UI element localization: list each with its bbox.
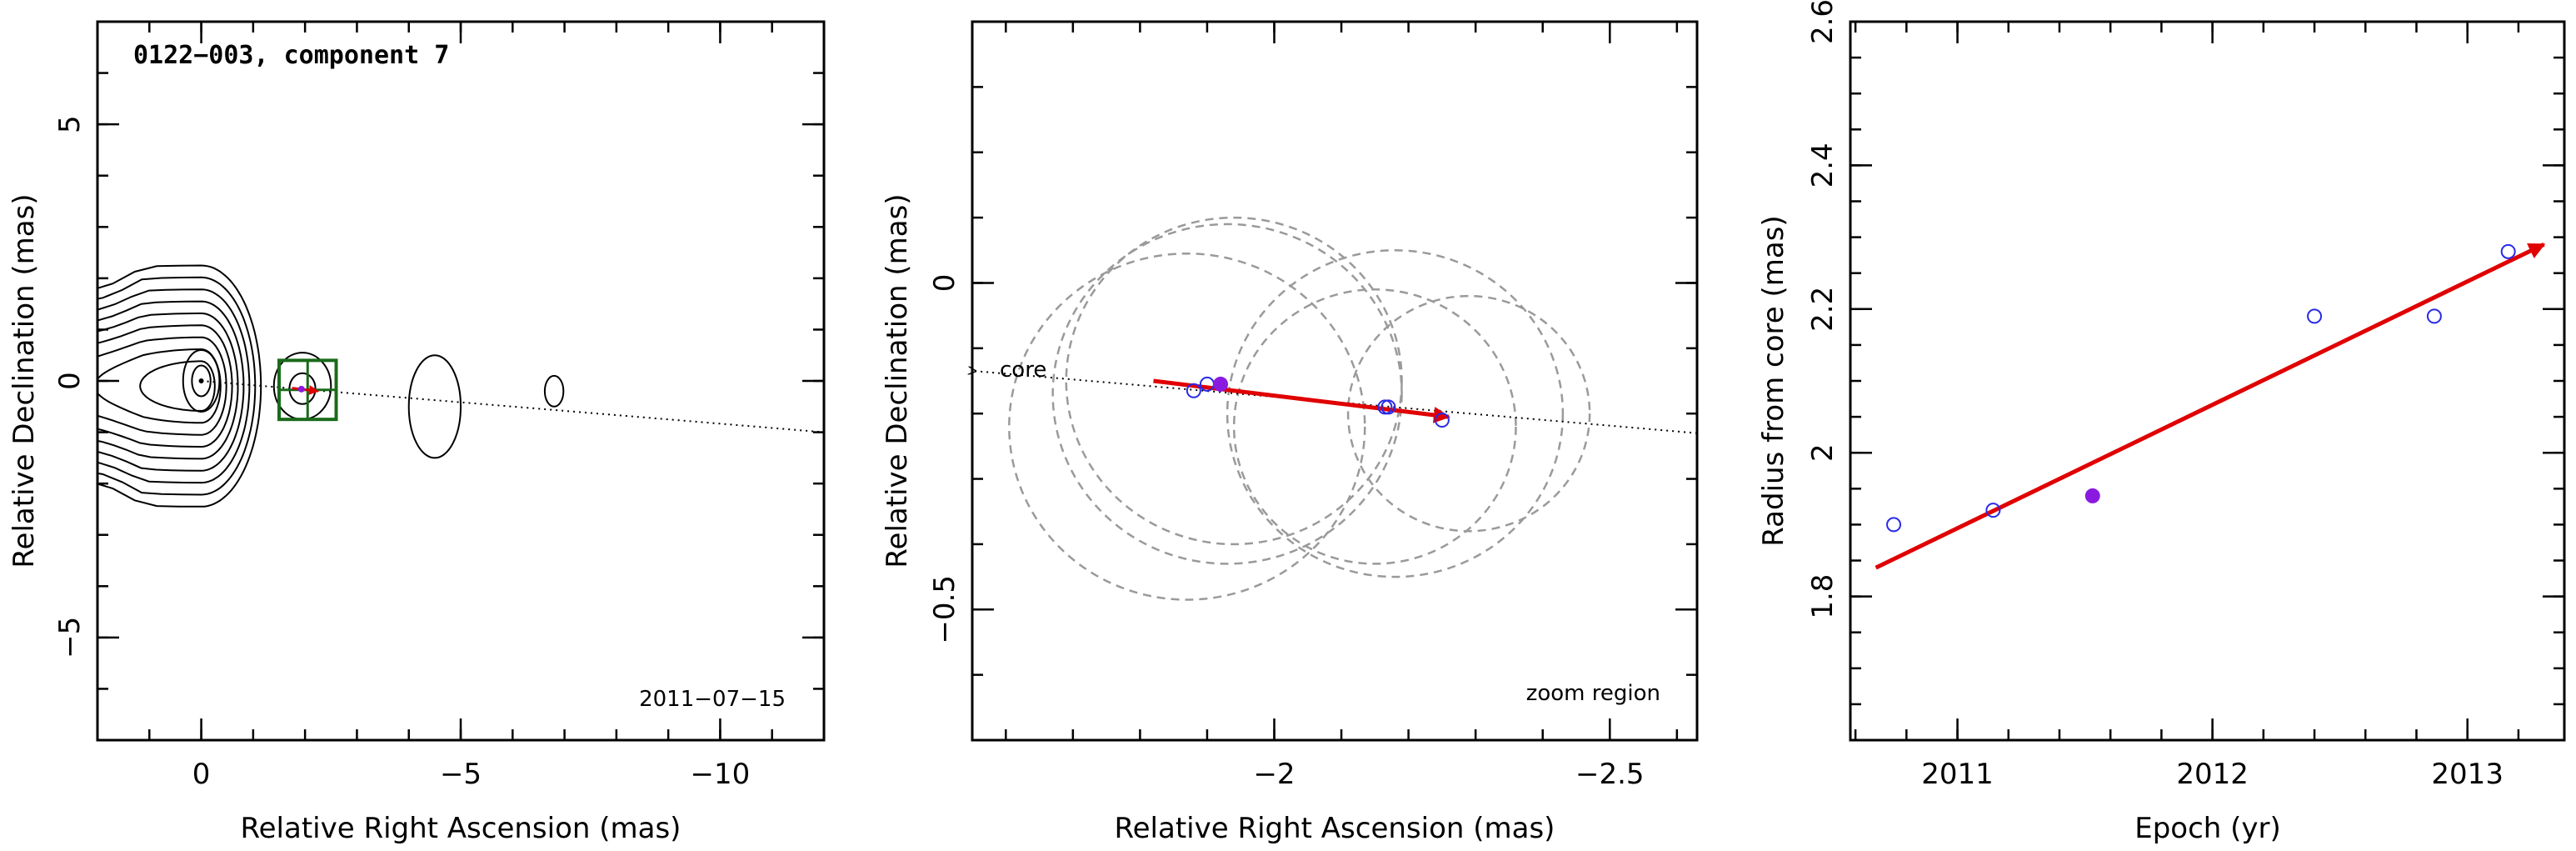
uncertainty-circle: [1008, 252, 1366, 601]
panel-2-frame: [971, 20, 1699, 742]
zoom-box: [277, 358, 338, 422]
uncertainty-circle: [1051, 223, 1403, 565]
panel-1-frame: [96, 20, 826, 742]
panel-2-ylabel: Relative Declination (mas): [881, 193, 914, 568]
data-point-filled: [1213, 376, 1229, 392]
x-tick-label: 2013: [2431, 758, 2504, 791]
contour-level: [97, 324, 233, 448]
data-point: [1434, 413, 1450, 428]
panel-1: 0 −5 −10 −5 0 5 0122−003, component 7 2011−07…: [7, 20, 826, 845]
data-point: [1886, 517, 1902, 533]
uncertainty-circle: [1065, 216, 1403, 546]
contour-level: [97, 336, 227, 436]
y-tick-label: −0.5: [928, 575, 961, 644]
data-point: [1985, 503, 2001, 518]
contour-level: [97, 264, 262, 508]
core-label: core: [1000, 358, 1046, 383]
panel-2-xlabel: Relative Right Ascension (mas): [1115, 812, 1555, 845]
y-tick-label: 2: [1806, 443, 1840, 462]
radius-points: [1886, 243, 2516, 533]
y-tick-label: 2.6: [1806, 0, 1840, 44]
uncertainty-circle: [1232, 288, 1517, 565]
contour-level: [97, 300, 245, 472]
data-point-filled: [2084, 488, 2100, 503]
panel-1-xlabel: Relative Right Ascension (mas): [241, 812, 681, 845]
data-point: [2426, 308, 2442, 324]
panel-2: −2 −2.5 −0.5 0 core zoom region Relative Ri…: [881, 20, 1699, 845]
y-tick-label: 2.4: [1806, 143, 1840, 188]
x-tick-label: 0: [192, 758, 211, 791]
y-tick-label: 0: [928, 274, 961, 293]
data-point: [1186, 383, 1201, 398]
x-tick-label: −2: [1253, 758, 1295, 791]
date-label: 2011−07−15: [639, 687, 786, 712]
uncertainty-circle: [1346, 294, 1591, 533]
motion-arrow: [1153, 378, 1450, 423]
component-marker: [297, 385, 305, 393]
uncertainty-circles: [1008, 216, 1591, 601]
knot-contour: [407, 354, 462, 459]
data-point: [2307, 308, 2323, 324]
x-tick-label: 2011: [1921, 758, 1994, 791]
uncertainty-circle: [1226, 249, 1565, 578]
core-contour: [182, 349, 221, 413]
panel-3-frame: [1849, 20, 2566, 742]
y-tick-label: 5: [53, 115, 87, 133]
panel-3-xlabel: Epoch (yr): [2134, 812, 2281, 845]
panel-1-ticks: 0 −5 −10 −5 0 5: [53, 20, 826, 791]
panel-1-ylabel: Relative Declination (mas): [7, 193, 41, 568]
x-tick-label: −5: [440, 758, 482, 791]
x-tick-label: −10: [691, 758, 751, 791]
fit-arrow: [1875, 242, 2546, 570]
x-tick-label: −2.5: [1575, 758, 1645, 791]
contour-level: [97, 312, 239, 460]
y-tick-label: 2.2: [1806, 287, 1840, 332]
panel-1-title: 0122−003, component 7: [133, 41, 449, 70]
panel-3-ylabel: Radius from core (mas): [1757, 215, 1790, 546]
contour-level: [97, 276, 257, 496]
y-tick-label: 0: [53, 372, 87, 390]
knot-contour: [543, 374, 565, 408]
jet-direction-line: [201, 380, 824, 433]
data-point: [1380, 399, 1396, 415]
y-tick-label: 1.8: [1806, 574, 1840, 619]
motion-arrow: [292, 385, 319, 396]
panel-3-ticks: 2011 2012 2013 1.8 2 2.2 2.4 2.6: [1806, 0, 2564, 791]
data-point: [2500, 243, 2516, 259]
y-tick-label: −5: [53, 617, 87, 658]
x-tick-label: 2012: [2176, 758, 2249, 791]
contour-level: [97, 288, 251, 484]
panel-3: 2011 2012 2013 1.8 2 2.2 2.4 2.6 Epoch (yr) Rad…: [1757, 0, 2566, 845]
contour-level: [139, 360, 216, 412]
zoom-region-label: zoom region: [1526, 681, 1660, 706]
core-contour: [191, 364, 212, 398]
position-points: [1186, 376, 1450, 428]
panel-2-ticks: −2 −2.5 −0.5 0: [928, 20, 1697, 791]
